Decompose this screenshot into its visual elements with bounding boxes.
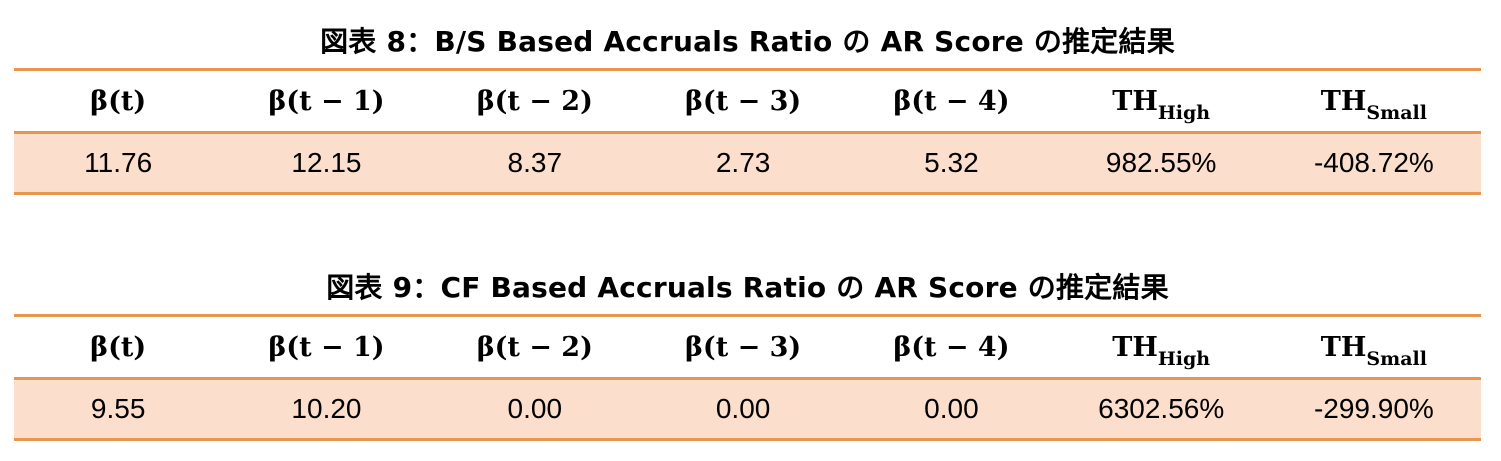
value-cell: 5.32	[847, 132, 1056, 194]
header-beta-t-1: β(t − 1)	[268, 331, 385, 363]
header-beta-t: β(t)	[90, 331, 147, 363]
value-cell: 6302.56%	[1055, 378, 1267, 440]
estimation-table: β(t) β(t − 1) β(t − 2) β(t − 3) β(t − 4)…	[14, 68, 1481, 195]
table-title: 図表 9：CF Based Accruals Ratio の AR Score …	[326, 271, 1169, 304]
table-block-cf: 図表 9：CF Based Accruals Ratio の AR Score …	[14, 262, 1481, 441]
value-cell: 2.73	[638, 132, 848, 194]
header-beta-t-4: β(t − 4)	[893, 331, 1010, 363]
header-beta-t-2: β(t − 2)	[476, 85, 593, 117]
value-row: 11.76 12.15 8.37 2.73 5.32 982.55% -408.…	[14, 132, 1481, 194]
header-beta-t-3: β(t − 3)	[685, 85, 802, 117]
value-cell: 0.00	[430, 378, 639, 440]
header-th-high: THHigh	[1112, 331, 1211, 370]
header-th-small: THSmall	[1320, 85, 1427, 124]
header-beta-t: β(t)	[90, 85, 147, 117]
header-th-high: THHigh	[1112, 85, 1211, 124]
value-cell: 0.00	[847, 378, 1056, 440]
value-cell: -408.72%	[1266, 132, 1481, 194]
value-cell: 12.15	[222, 132, 431, 194]
value-cell: 982.55%	[1055, 132, 1267, 194]
header-beta-t-4: β(t − 4)	[893, 85, 1010, 117]
header-th-small: THSmall	[1320, 331, 1427, 370]
value-cell: -299.90%	[1266, 378, 1481, 440]
header-beta-t-3: β(t − 3)	[685, 331, 802, 363]
value-cell: 11.76	[14, 132, 223, 194]
value-row: 9.55 10.20 0.00 0.00 0.00 6302.56% -299.…	[14, 378, 1481, 440]
header-row: β(t) β(t − 1) β(t − 2) β(t − 3) β(t − 4)…	[14, 70, 1481, 133]
header-row: β(t) β(t − 1) β(t − 2) β(t − 3) β(t − 4)…	[14, 316, 1481, 379]
header-beta-t-1: β(t − 1)	[268, 85, 385, 117]
value-cell: 0.00	[638, 378, 848, 440]
table-title: 図表 8：B/S Based Accruals Ratio の AR Score…	[320, 25, 1175, 58]
table-block-bs: 図表 8：B/S Based Accruals Ratio の AR Score…	[14, 16, 1481, 195]
value-cell: 9.55	[14, 378, 223, 440]
value-cell: 8.37	[430, 132, 639, 194]
header-beta-t-2: β(t − 2)	[476, 331, 593, 363]
estimation-table: β(t) β(t − 1) β(t − 2) β(t − 3) β(t − 4)…	[14, 314, 1481, 441]
value-cell: 10.20	[222, 378, 431, 440]
